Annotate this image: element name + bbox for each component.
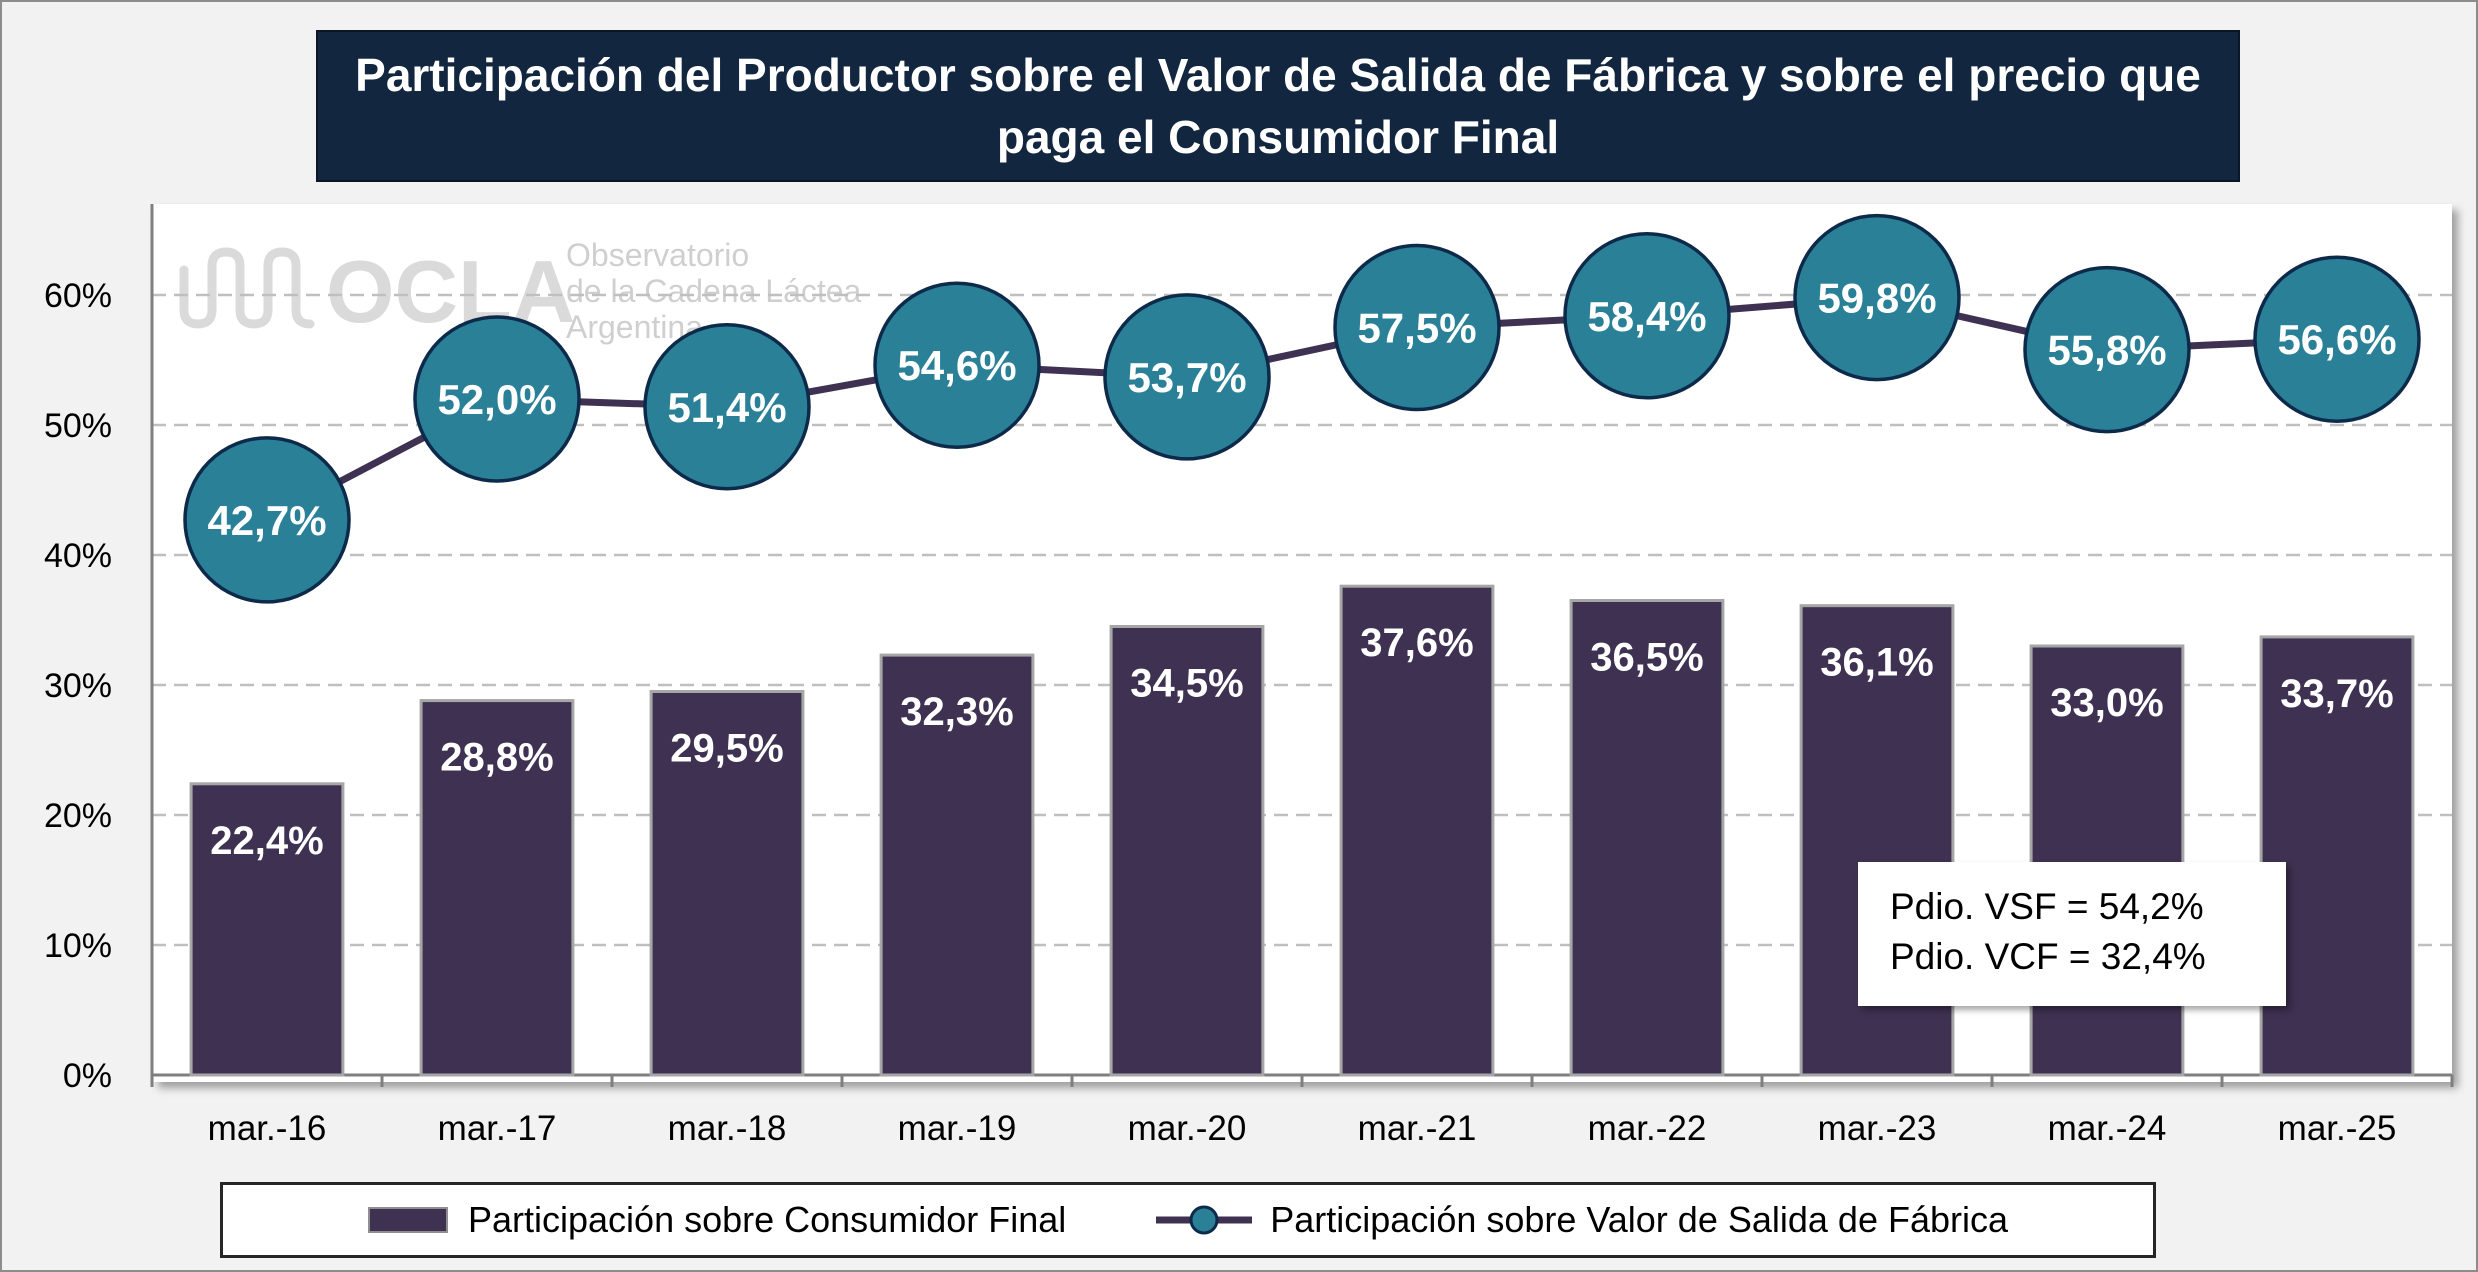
bar-data-label: 33,0% xyxy=(2050,681,2163,725)
bar xyxy=(649,690,805,1077)
y-tick-label: 20% xyxy=(44,797,112,835)
bar xyxy=(1569,599,1725,1077)
bar xyxy=(1109,625,1265,1077)
x-tick-label: mar.-22 xyxy=(1588,1109,1707,1148)
line-point-marker xyxy=(1563,232,1731,400)
bar xyxy=(879,653,1035,1077)
line-point-marker xyxy=(413,315,581,483)
line-point-marker xyxy=(2023,265,2191,434)
legend-line-swatch xyxy=(1156,1205,1253,1235)
y-tick-label: 60% xyxy=(44,277,112,315)
x-tick-label: mar.-19 xyxy=(898,1109,1017,1148)
line-data-label: 42,7% xyxy=(207,497,326,544)
line-data-label: 57,5% xyxy=(1357,305,1476,352)
bar xyxy=(419,699,575,1077)
bar xyxy=(1339,584,1495,1077)
bar-data-label: 37,6% xyxy=(1360,621,1473,665)
x-tick-label: mar.-21 xyxy=(1358,1109,1477,1148)
average-vcf: Pdio. VCF = 32,4% xyxy=(1890,936,2206,977)
legend-line-label: Participación sobre Valor de Salida de F… xyxy=(1270,1199,2009,1240)
bar-data-label: 36,1% xyxy=(1820,641,1933,685)
bar-data-label: 32,3% xyxy=(900,690,1013,734)
average-vsf: Pdio. VSF = 54,2% xyxy=(1890,886,2204,927)
x-tick-label: mar.-16 xyxy=(208,1109,327,1148)
y-tick-label: 0% xyxy=(63,1057,112,1095)
x-tick-label: mar.-17 xyxy=(438,1109,557,1148)
line-point-marker xyxy=(643,323,811,491)
bar xyxy=(189,782,345,1077)
line-point-marker xyxy=(183,436,351,604)
line-point-marker xyxy=(873,281,1041,449)
x-tick-label: mar.-25 xyxy=(2278,1109,2397,1148)
x-tick-label: mar.-24 xyxy=(2048,1109,2167,1148)
line-data-label: 55,8% xyxy=(2047,327,2166,374)
line-point-marker xyxy=(1103,293,1271,461)
line-point-marker xyxy=(1793,213,1961,382)
line-point-marker xyxy=(2253,255,2421,423)
milk-drop-icon xyxy=(179,247,315,329)
bar-data-label: 22,4% xyxy=(210,819,323,863)
legend-item-line: Participación sobre Valor de Salida de F… xyxy=(1154,1199,2008,1241)
line-data-label: 56,6% xyxy=(2277,316,2396,363)
line-data-label: 58,4% xyxy=(1587,293,1706,340)
line-data-label: 54,6% xyxy=(897,342,1016,389)
line-point-marker xyxy=(1333,243,1501,412)
bar-data-label: 34,5% xyxy=(1130,662,1243,706)
average-stats-box: Pdio. VSF = 54,2% Pdio. VCF = 32,4% xyxy=(1858,862,2286,1006)
legend-item-bar: Participación sobre Consumidor Final xyxy=(367,1199,1067,1241)
bar-data-label: 33,7% xyxy=(2280,672,2393,716)
legend-bar-swatch xyxy=(367,1207,448,1233)
line-data-label: 59,8% xyxy=(1817,275,1936,322)
chart-legend: Participación sobre Consumidor Final Par… xyxy=(220,1182,2156,1258)
x-tick-label: mar.-20 xyxy=(1128,1109,1247,1148)
y-tick-label: 40% xyxy=(44,537,112,575)
watermark-line-1: Observatorio xyxy=(566,237,749,273)
y-tick-label: 30% xyxy=(44,667,112,705)
x-tick-label: mar.-23 xyxy=(1818,1109,1937,1148)
y-tick-label: 10% xyxy=(44,927,112,965)
line-data-label: 51,4% xyxy=(667,384,786,431)
bar xyxy=(2259,635,2415,1077)
x-tick-label: mar.-18 xyxy=(668,1109,787,1148)
series-line xyxy=(265,294,2338,523)
y-tick-label: 50% xyxy=(44,407,112,445)
bar-data-label: 36,5% xyxy=(1590,636,1703,680)
chart-title: Participación del Productor sobre el Val… xyxy=(355,49,2201,163)
bar-data-label: 29,5% xyxy=(670,727,783,771)
watermark-line-2: de la Cadena Láctea xyxy=(566,273,862,309)
chart-title-box: Participación del Productor sobre el Val… xyxy=(316,30,2240,182)
line-data-label: 53,7% xyxy=(1127,354,1246,401)
legend-bar-label: Participación sobre Consumidor Final xyxy=(467,1199,1067,1240)
line-data-label: 52,0% xyxy=(437,376,556,423)
bar-data-label: 28,8% xyxy=(440,736,553,780)
